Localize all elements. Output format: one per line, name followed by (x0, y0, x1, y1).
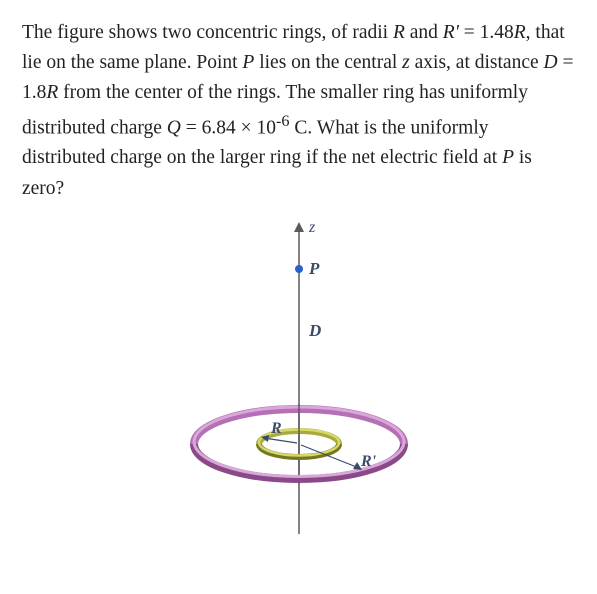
rings-figure: z P D R R' (149, 214, 449, 544)
r-arrow (264, 438, 297, 443)
z-axis-label: z (308, 219, 316, 236)
point-p-label: P (308, 259, 320, 278)
inner-ring-label: R (270, 420, 282, 437)
point-p-dot (295, 265, 303, 273)
problem-statement: The figure shows two concentric rings, o… (22, 18, 575, 204)
distance-d-label: D (308, 321, 321, 340)
z-axis-arrow (294, 222, 304, 232)
outer-ring-label: R' (360, 453, 377, 470)
